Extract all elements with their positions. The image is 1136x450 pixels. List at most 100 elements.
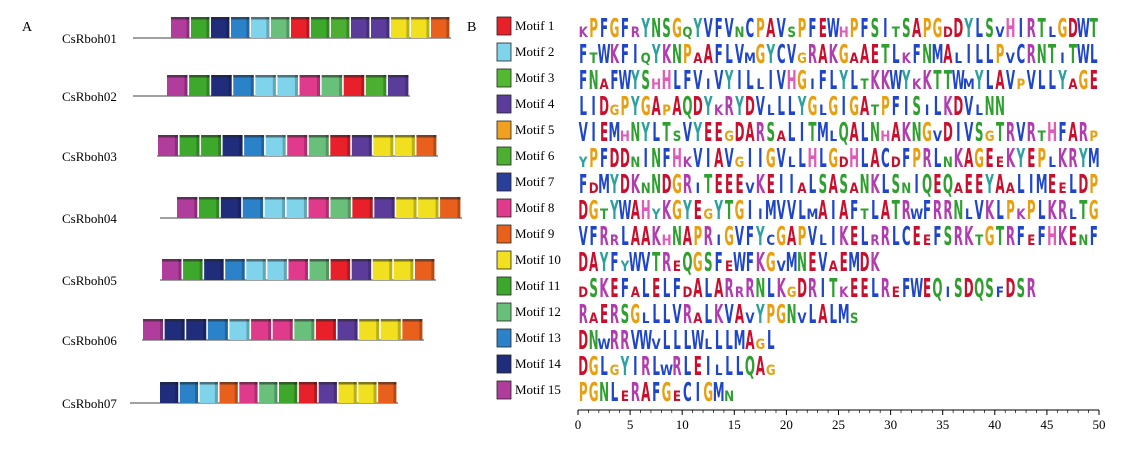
logo-letter: R xyxy=(1027,14,1036,43)
motif-box-shadow xyxy=(413,197,417,218)
logo-letter: I xyxy=(831,196,835,225)
logo-letter: F xyxy=(746,248,754,277)
motif-box-fill xyxy=(311,17,330,38)
gene-name: CsRboh07 xyxy=(62,396,117,411)
motif-box-shadow xyxy=(206,75,210,96)
motif-box-fill xyxy=(162,259,182,280)
motif-box-fill xyxy=(414,259,435,280)
motif-box-9 xyxy=(402,319,423,340)
motif-legend-swatch xyxy=(496,42,512,62)
logo-letter: S xyxy=(871,14,880,43)
logo-letter: L xyxy=(725,352,733,381)
logo-letter: K xyxy=(662,196,672,225)
motif-box-fill xyxy=(244,135,265,156)
logo-letter: D xyxy=(578,248,588,277)
motif-box-fill xyxy=(267,259,287,280)
logo-letter: L xyxy=(798,196,806,225)
x-axis-tick-label: 50 xyxy=(1093,417,1106,432)
logo-letter: C xyxy=(902,222,911,251)
logo-letter: C xyxy=(881,144,890,173)
logo-letter: T xyxy=(1079,196,1087,225)
logo-letter: W xyxy=(827,14,840,43)
motif-box-fill xyxy=(358,382,377,403)
logo-letter: T xyxy=(600,207,608,223)
logo-letter: V xyxy=(777,196,787,225)
logo-letter: I xyxy=(821,274,825,303)
logo-letter: V xyxy=(631,326,641,355)
motif-box-shadow xyxy=(175,382,179,403)
logo-letter: V xyxy=(964,118,974,147)
logo-letter: G xyxy=(839,40,849,69)
logo-letter: T xyxy=(663,118,671,147)
logo-letter: R xyxy=(735,285,744,301)
motif-row-13: Motif 13 D NW R R V W V L L L W L L L M A G L xyxy=(496,326,775,355)
gene-name: CsRboh05 xyxy=(62,273,117,288)
x-axis-tick-label: 0 xyxy=(575,417,582,432)
logo-letter: I xyxy=(737,66,741,95)
logo-letter: Y xyxy=(610,196,620,225)
logo-letter: A xyxy=(766,14,776,43)
logo-letter: I xyxy=(831,222,835,251)
logo-letter: L xyxy=(715,326,723,355)
logo-letter: A xyxy=(589,248,599,277)
logo-letter: A xyxy=(1006,181,1015,197)
motif-box-fill xyxy=(231,17,250,38)
logo-letter: I xyxy=(716,233,720,249)
motif-box-top-edge xyxy=(211,17,230,20)
logo-letter: L xyxy=(684,352,692,381)
logo-letter: L xyxy=(757,77,765,93)
motif-box-fill xyxy=(393,259,414,280)
gene-row-CsRboh03: CsRboh03 xyxy=(62,135,438,164)
motif-box-shadow xyxy=(214,382,218,403)
motif-box-top-edge xyxy=(211,75,232,78)
logo-letter: I xyxy=(789,170,793,199)
logo-letter: F xyxy=(621,40,629,69)
logo-letter: E xyxy=(860,274,868,303)
logo-letter: F xyxy=(621,274,629,303)
logo-letter: C xyxy=(1016,40,1025,69)
motif-box-8 xyxy=(299,75,321,96)
logo-letter: S xyxy=(766,118,775,147)
logo-letter: L xyxy=(704,337,712,353)
motif-box-top-edge xyxy=(358,382,377,385)
motif-legend-swatch xyxy=(496,172,512,192)
logo-letter: V xyxy=(714,66,724,95)
motif-box-top-edge xyxy=(179,135,200,138)
logo-letter: A xyxy=(850,181,859,197)
x-axis-tick-label: 15 xyxy=(728,417,741,432)
logo-letter: L xyxy=(934,144,942,173)
motif-box-fill xyxy=(183,259,203,280)
logo-letter: E xyxy=(600,118,608,147)
logo-letter: T xyxy=(996,118,1004,147)
logo-letter: E xyxy=(965,170,973,199)
logo-letter: L xyxy=(642,311,650,327)
logo-letter: K xyxy=(1006,144,1016,173)
logo-letter: Q xyxy=(974,274,984,303)
logo-letter: R xyxy=(631,378,640,407)
motif-box-fill xyxy=(229,319,250,340)
logo-letter: H xyxy=(620,129,630,145)
logo-letter: R xyxy=(1027,274,1036,303)
logo-letter: M xyxy=(848,248,860,277)
motif-box-top-edge xyxy=(198,197,220,200)
motif-box-10 xyxy=(359,319,380,340)
logo-letter: W xyxy=(597,337,610,353)
logo-letter: P xyxy=(693,222,702,251)
logo-letter: F xyxy=(1058,118,1066,147)
logo-letter: D xyxy=(797,274,807,303)
logo-letter: S xyxy=(850,311,859,327)
logo-letter: T xyxy=(944,66,952,95)
logo-letter: L xyxy=(788,155,796,171)
motif-box-2 xyxy=(277,75,298,96)
logo-letter: E xyxy=(996,155,1004,171)
motif-box-fill xyxy=(351,135,372,156)
logo-letter: G xyxy=(776,300,786,329)
motif-box-shadow xyxy=(228,75,232,96)
logo-letter: A xyxy=(599,77,608,93)
motif-box-shadow xyxy=(304,135,308,156)
logo-letter: A xyxy=(652,92,662,121)
logo-letter: G xyxy=(797,51,807,67)
logo-letter: N xyxy=(797,248,807,277)
logo-letter: D xyxy=(953,14,963,43)
motif-box-shadow xyxy=(353,382,357,403)
